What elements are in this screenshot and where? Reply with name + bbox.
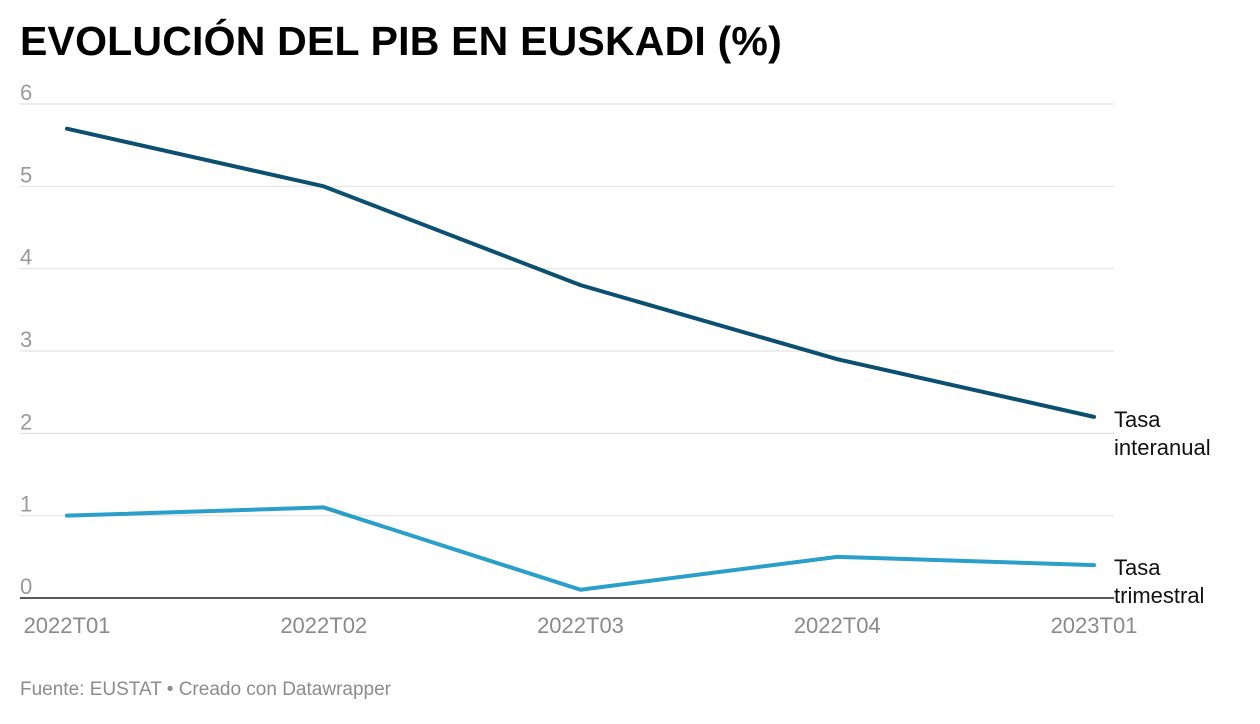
series-label: Tasa interanual [1114,407,1211,460]
y-tick-label: 4 [20,245,32,270]
y-tick-label: 0 [20,574,32,599]
y-tick-label: 6 [20,80,32,105]
y-axis-ticks: 0 1 2 3 4 5 6 [20,80,32,599]
y-tick-label: 5 [20,162,32,187]
x-axis-ticks: 2022T01 2022T02 2022T03 2022T04 2023T01 [24,613,1138,638]
source-note: Fuente: EUSTAT • Creado con Datawrapper [20,679,391,700]
x-tick-label: 2022T02 [280,613,367,638]
x-tick-label: 2022T03 [537,613,624,638]
series-label: Tasa trimestral [1114,555,1204,608]
y-tick-label: 3 [20,327,32,352]
series-labels: Tasa interanual Tasa trimestral [1114,407,1211,608]
x-tick-label: 2023T01 [1051,613,1138,638]
grid-lines [20,103,1114,599]
chart-title: EVOLUCIÓN DEL PIB EN EUSKADI (%) [20,18,782,64]
y-tick-label: 2 [20,409,32,434]
series-lines [65,126,1096,592]
y-tick-label: 1 [20,492,32,517]
series-line [65,126,1096,419]
x-tick-label: 2022T01 [24,613,111,638]
x-tick-label: 2022T04 [794,613,881,638]
series-line [65,505,1096,592]
